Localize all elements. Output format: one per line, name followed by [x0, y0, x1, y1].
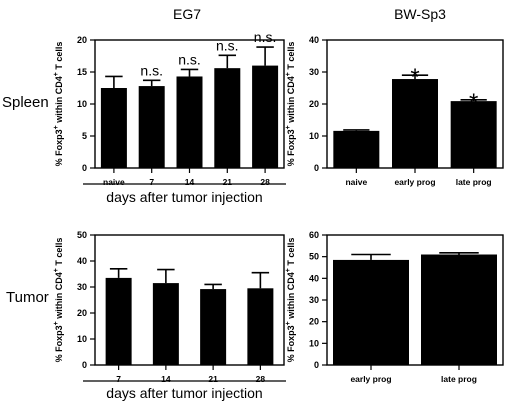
y-tick-label: 10: [309, 338, 319, 348]
bar-naive: [333, 130, 380, 168]
y-tick-label: 5: [82, 131, 87, 141]
not-significant-label: n.s.: [254, 29, 277, 45]
y-tick-label: 60: [309, 230, 319, 240]
y-tick-label: 20: [309, 317, 319, 327]
y-axis-label-superscript: +: [285, 125, 292, 129]
y-axis-label-superscript: +: [285, 321, 292, 325]
plot-frame: [94, 234, 285, 366]
category-label: 21: [208, 374, 218, 384]
y-tick-label: 0: [314, 163, 319, 173]
y-axis-label-superscript: +: [53, 72, 60, 76]
bar-21: [214, 68, 241, 168]
bar-28: [247, 288, 274, 365]
y-axis-label-part: within CD4: [54, 272, 64, 321]
y-axis-label-superscript: +: [53, 268, 60, 272]
category-label: 14: [161, 374, 171, 384]
y-axis-label-part: within CD4: [286, 272, 296, 321]
y-tick-label: 50: [77, 230, 87, 240]
y-tick-label: 40: [77, 256, 87, 266]
not-significant-label: n.s.: [216, 37, 239, 53]
y-tick-label: 20: [309, 99, 319, 109]
y-tick-label: 15: [77, 67, 87, 77]
y-tick-label: 0: [82, 163, 87, 173]
category-label: early prog: [350, 374, 391, 384]
bar-early-prog: [392, 79, 438, 168]
bar-7: [138, 86, 165, 168]
y-axis-label-part: within CD4: [286, 76, 296, 125]
y-axis-label: % Foxp3+ within CD4+ T cells: [285, 238, 296, 363]
y-axis-label-part: T cells: [54, 42, 64, 73]
y-axis-label-part: % Foxp3: [54, 325, 64, 362]
not-significant-label: n.s.: [178, 51, 201, 67]
bar-late-prog: [421, 254, 497, 365]
y-axis-label-superscript: +: [285, 268, 292, 272]
bar-28: [252, 65, 279, 168]
category-label: 21: [223, 177, 233, 187]
bar-14: [176, 76, 203, 168]
y-axis-label-superscript: +: [53, 125, 60, 129]
bar-7: [105, 277, 132, 365]
y-tick-label: 10: [309, 131, 319, 141]
x-axis-label: days after tumor injection: [106, 385, 262, 401]
bar-naive: [100, 88, 127, 168]
y-axis-label-part: T cells: [286, 42, 296, 73]
category-label: 14: [185, 177, 195, 187]
category-label: late prog: [441, 374, 477, 384]
y-tick-label: 20: [77, 35, 87, 45]
y-axis-label-part: T cells: [286, 238, 296, 269]
y-tick-label: 50: [309, 252, 319, 262]
y-tick-label: 40: [309, 273, 319, 283]
y-tick-label: 0: [314, 360, 319, 370]
column-title-eg7: EG7: [173, 6, 201, 22]
y-axis-label: % Foxp3+ within CD4+ T cells: [285, 42, 296, 167]
bar-14: [152, 283, 179, 365]
category-label: naive: [345, 177, 367, 187]
y-tick-label: 30: [309, 295, 319, 305]
category-label: 7: [149, 177, 154, 187]
y-tick-label: 40: [309, 35, 319, 45]
category-label: 7: [116, 374, 121, 384]
y-axis-label-part: within CD4: [54, 76, 64, 125]
y-axis-label-part: % Foxp3: [54, 129, 64, 166]
bar-21: [200, 289, 227, 365]
category-label: 28: [256, 374, 266, 384]
column-title-bw-sp3: BW-Sp3: [394, 6, 446, 22]
x-axis-label: days after tumor injection: [106, 189, 262, 205]
y-tick-label: 20: [77, 308, 87, 318]
y-tick-label: 0: [82, 360, 87, 370]
y-axis-label-part: T cells: [54, 238, 64, 269]
y-axis-label: % Foxp3+ within CD4+ T cells: [53, 42, 64, 167]
y-tick-label: 30: [309, 67, 319, 77]
not-significant-label: n.s.: [140, 62, 163, 78]
category-label: 28: [260, 177, 270, 187]
significance-star: *: [410, 64, 419, 91]
y-axis-label-part: % Foxp3: [286, 129, 296, 166]
row-label-tumor: Tumor: [6, 289, 49, 306]
category-label: late prog: [456, 177, 492, 187]
y-axis-label-part: % Foxp3: [286, 325, 296, 362]
y-tick-label: 30: [77, 282, 87, 292]
row-label-spleen: Spleen: [2, 94, 49, 111]
y-axis-label-superscript: +: [53, 321, 60, 325]
significance-star: *: [469, 89, 478, 116]
y-tick-label: 10: [77, 99, 87, 109]
category-label: early prog: [394, 177, 435, 187]
y-axis-label-superscript: +: [285, 72, 292, 76]
category-label: naive: [103, 177, 125, 187]
bar-late-prog: [450, 101, 497, 168]
bar-early-prog: [333, 259, 409, 365]
y-tick-label: 10: [77, 334, 87, 344]
y-axis-label: % Foxp3+ within CD4+ T cells: [53, 238, 64, 363]
